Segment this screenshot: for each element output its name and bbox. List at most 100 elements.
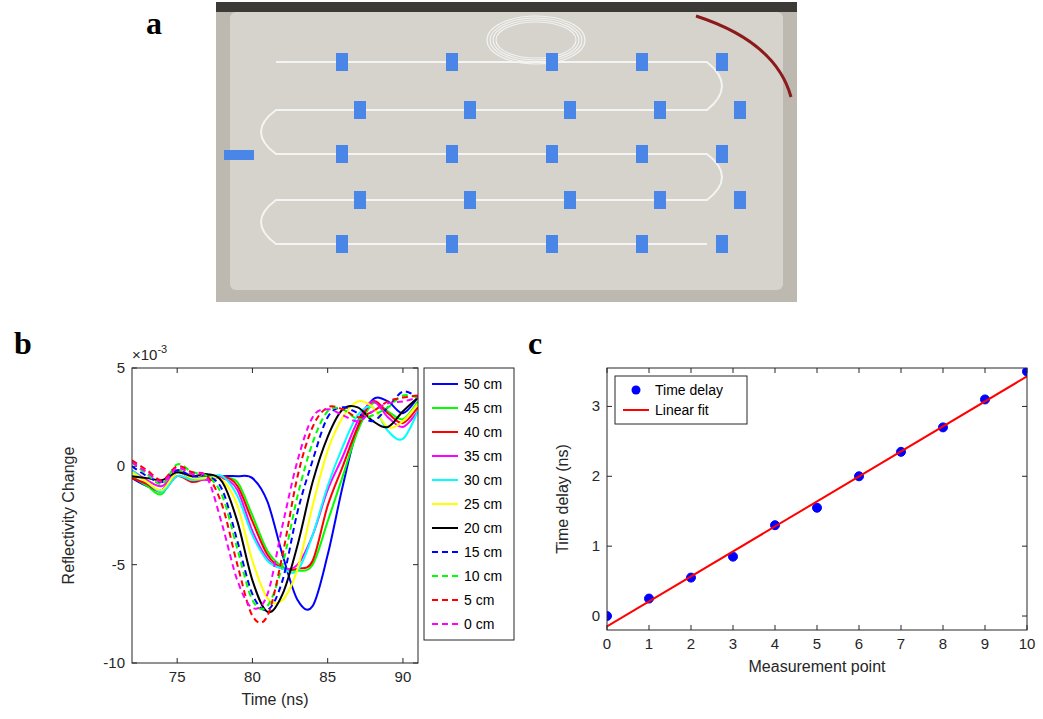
data-group [132, 391, 418, 622]
legend-swatch [432, 383, 458, 385]
tape [546, 235, 558, 253]
tape [546, 145, 558, 163]
x-tick [402, 368, 403, 373]
series-line [132, 395, 418, 609]
x-tick-label: 85 [319, 668, 336, 685]
x-tick-label: 5 [813, 635, 821, 652]
plot-area [607, 368, 1027, 630]
y-tick [607, 476, 612, 477]
x-tick [733, 625, 734, 630]
figure: a75808590-10-505Time (ns)Reflectivity Ch… [0, 0, 1043, 719]
x-tick [817, 368, 818, 373]
x-tick [901, 368, 902, 373]
tape [354, 191, 366, 209]
x-tick [177, 658, 178, 663]
x-tick [691, 368, 692, 373]
photo-board [230, 12, 783, 290]
legend-label: 20 cm [464, 520, 502, 536]
x-tick-label: 7 [897, 635, 905, 652]
tape [734, 191, 746, 209]
series-line [132, 407, 418, 573]
legend-label: 5 cm [464, 592, 494, 608]
x-tick [649, 625, 650, 630]
tape [654, 191, 666, 209]
x-tick-label: 2 [687, 635, 695, 652]
x-tick [775, 625, 776, 630]
x-tick-label: 0 [603, 635, 611, 652]
y-tick [413, 466, 418, 467]
legend-box [615, 376, 747, 424]
tape [446, 53, 458, 71]
y-tick-label: 0 [592, 607, 600, 624]
x-tick-label: 1 [645, 635, 653, 652]
fiber-coil [493, 20, 579, 60]
y-tick-label: 5 [117, 359, 125, 376]
y-tick-label: -5 [112, 556, 125, 573]
data-point [813, 503, 822, 512]
tape [734, 101, 746, 119]
y-tick-label: -10 [103, 654, 125, 671]
tape [716, 145, 728, 163]
x-tick-label: 4 [771, 635, 779, 652]
chart-scatter: 0123456789100123Measurement pointTime de… [554, 367, 1035, 675]
x-tick [327, 368, 328, 373]
x-tick [252, 368, 253, 373]
x-tick-label: 8 [939, 635, 947, 652]
x-tick-label: 3 [729, 635, 737, 652]
legend-label: 30 cm [464, 472, 502, 488]
y-axis-title: Time delay (ns) [554, 444, 571, 554]
x-tick-label: 80 [244, 668, 261, 685]
tape [564, 101, 576, 119]
series-line [132, 401, 418, 570]
tape [336, 53, 348, 71]
tape [636, 53, 648, 71]
x-tick [859, 625, 860, 630]
tape [636, 235, 648, 253]
y-tick [1022, 616, 1027, 617]
x-tick [327, 658, 328, 663]
y-tick [607, 406, 612, 407]
series-line [132, 398, 418, 610]
tape [446, 145, 458, 163]
legend-swatch [432, 623, 458, 625]
x-tick-label: 9 [981, 635, 989, 652]
x-tick-label: 10 [1019, 635, 1036, 652]
x-tick-label: 90 [395, 668, 412, 685]
x-tick [733, 368, 734, 373]
x-tick-label: 75 [169, 668, 186, 685]
data-point [607, 612, 612, 621]
y-tick-label: 3 [592, 397, 600, 414]
legend-box [424, 368, 514, 640]
y-tick [1022, 546, 1027, 547]
legend-label: 15 cm [464, 544, 502, 560]
y-tick [413, 564, 418, 565]
tape [224, 150, 254, 160]
legend-swatch [432, 527, 458, 529]
plot-frame [607, 368, 1027, 630]
tape [336, 235, 348, 253]
tape [654, 101, 666, 119]
plot-frame [132, 368, 418, 663]
x-axis-title: Time (ns) [242, 691, 309, 708]
chart-line: 75808590-10-505Time (ns)Reflectivity Cha… [60, 343, 514, 708]
tape [464, 101, 476, 119]
multiplier-exponent: -3 [157, 343, 167, 355]
legend-label: 10 cm [464, 568, 502, 584]
series-line [132, 396, 418, 623]
legend-swatch [432, 599, 458, 601]
y-tick [1022, 406, 1027, 407]
x-axis-title: Measurement point [749, 658, 887, 675]
legend-swatch [623, 409, 649, 411]
fiber-coil [490, 18, 582, 62]
y-tick-label: 2 [592, 467, 600, 484]
tape [446, 235, 458, 253]
legend-label: 40 cm [464, 424, 502, 440]
photo-edge [216, 2, 797, 12]
x-tick [943, 625, 944, 630]
legend-swatch [432, 479, 458, 481]
x-tick [402, 658, 403, 663]
series-line [132, 401, 418, 569]
legend-swatch [432, 431, 458, 433]
plot-area [132, 368, 418, 663]
tape [564, 191, 576, 209]
